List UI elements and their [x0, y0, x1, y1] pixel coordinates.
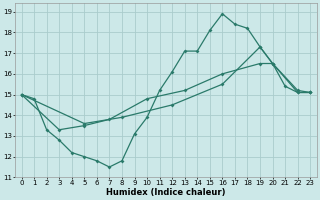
X-axis label: Humidex (Indice chaleur): Humidex (Indice chaleur): [106, 188, 226, 197]
